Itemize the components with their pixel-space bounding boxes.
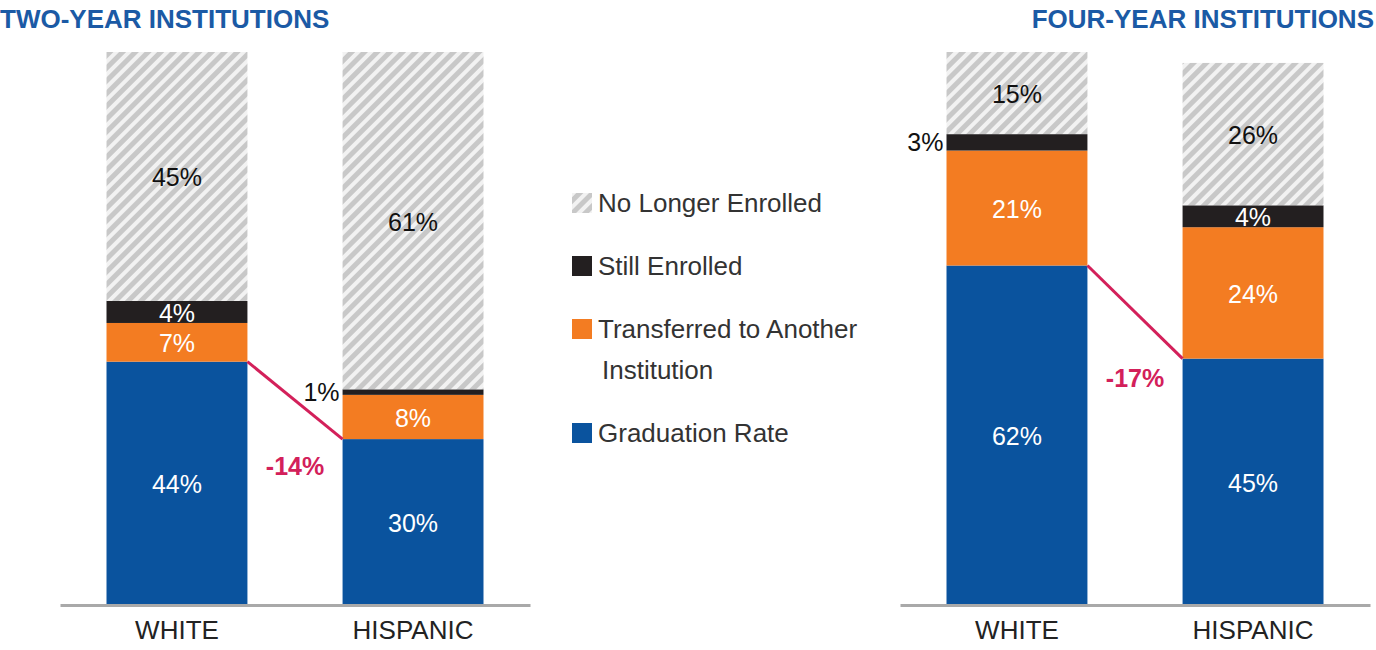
data-label: 44% (152, 470, 202, 498)
data-label: 4% (159, 299, 195, 327)
bars (947, 52, 1324, 605)
x-tick: HISPANIC (1193, 605, 1314, 645)
data-label: 4% (1235, 203, 1271, 231)
x-tick: WHITE (135, 605, 219, 645)
data-label: 30% (388, 509, 438, 537)
legend-item: Still Enrolled (572, 251, 743, 281)
x-axis: WHITE HISPANIC (901, 605, 1371, 645)
legend-swatch (572, 256, 592, 276)
bar-segment (343, 395, 484, 439)
x-tick-label: HISPANIC (1193, 615, 1314, 645)
bar-segment (947, 52, 1088, 134)
x-tick-label: WHITE (975, 615, 1059, 645)
data-label: 26% (1228, 121, 1278, 149)
legend-swatch (572, 319, 592, 339)
data-labels: 62% 45% 21% 24% 3% 4% 15% 26% (907, 80, 1278, 497)
legend-label: No Longer Enrolled (598, 188, 822, 218)
legend-item: Transferred to Another Institution (572, 314, 864, 385)
chart-1: FOUR-YEAR INSTITUTIONS 62% 45% 21% 24% 3% 4% 15… (901, 4, 1375, 645)
bar-segment (107, 323, 248, 362)
legend-label: Transferred to Another Institution (598, 314, 864, 385)
chart-0: TWO-YEAR INSTITUTIONS 44% 30% 7% 8% 4% 1% 45% 61… (0, 4, 531, 645)
data-label: 62% (992, 422, 1042, 450)
data-label: 45% (152, 163, 202, 191)
x-axis-line (901, 604, 1371, 607)
x-tick-label: HISPANIC (353, 615, 474, 645)
bar-segment (107, 362, 248, 605)
bar-segment (343, 52, 484, 389)
x-tick: WHITE (975, 605, 1059, 645)
data-label: 24% (1228, 280, 1278, 308)
annotation-line (247, 362, 342, 439)
data-label: 7% (159, 329, 195, 357)
x-axis-line (61, 604, 531, 607)
x-axis: WHITE HISPANIC (61, 605, 531, 645)
bar-segment (1183, 359, 1324, 605)
data-label: 3% (907, 128, 943, 156)
data-labels: 44% 30% 7% 8% 4% 1% 45% 61% (152, 163, 438, 537)
data-label: 61% (388, 208, 438, 236)
bar-segment (947, 134, 1088, 150)
legend: No Longer Enrolled Still Enrolled Transfer… (572, 188, 864, 448)
legend-swatch (572, 423, 592, 443)
legend-label: Still Enrolled (598, 251, 743, 281)
bars (107, 52, 484, 605)
data-label: 45% (1228, 469, 1278, 497)
chart-title: FOUR-YEAR INSTITUTIONS (1032, 4, 1374, 34)
legend-swatch (572, 193, 592, 213)
legend-label: Graduation Rate (598, 418, 789, 448)
bar-segment (947, 266, 1088, 605)
bar-segment (1183, 63, 1324, 205)
data-label: 15% (992, 80, 1042, 108)
annotation-line (1087, 266, 1182, 359)
x-tick-label: WHITE (135, 615, 219, 645)
annotation: -17% (1106, 364, 1164, 392)
data-label: 21% (992, 195, 1042, 223)
data-label: 8% (395, 404, 431, 432)
legend-item: Graduation Rate (572, 418, 789, 448)
bar-segment (343, 389, 484, 395)
bar-segment (107, 52, 248, 301)
chart-title: TWO-YEAR INSTITUTIONS (0, 4, 329, 34)
data-label: 1% (303, 378, 339, 406)
bar-segment (343, 439, 484, 605)
x-tick: HISPANIC (353, 605, 474, 645)
chart-canvas: TWO-YEAR INSTITUTIONS 44% 30% 7% 8% 4% 1% 45% 61… (0, 0, 1376, 650)
annotation: -14% (266, 452, 324, 480)
bar-segment (1183, 227, 1324, 358)
bar-segment (947, 151, 1088, 266)
legend-item: No Longer Enrolled (572, 188, 822, 218)
